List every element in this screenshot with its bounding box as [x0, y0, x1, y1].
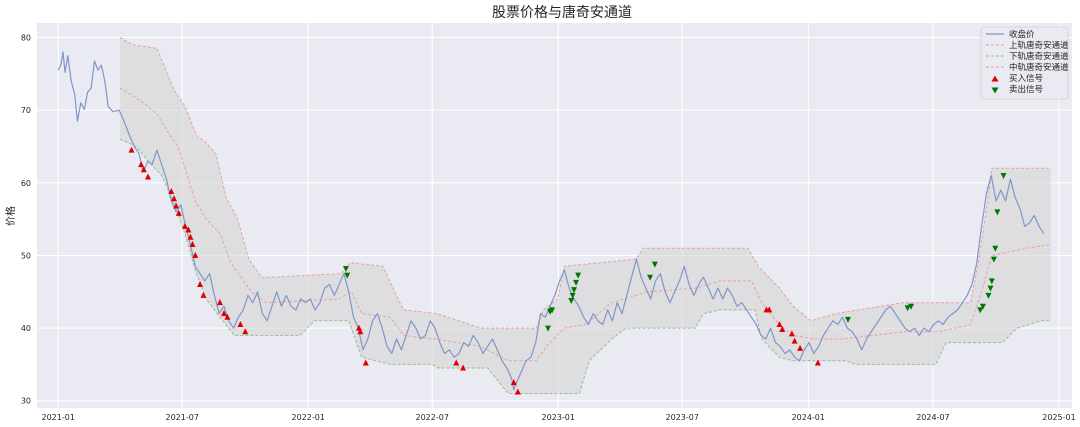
- y-tick-label: 40: [21, 324, 31, 333]
- buy-signal-marker: [173, 202, 180, 209]
- x-tick-label: 2024-01: [792, 413, 825, 422]
- buy-signal-marker: [791, 337, 798, 344]
- close-price-line: [57, 51, 1045, 391]
- buy-signal-marker: [144, 173, 151, 180]
- buy-signal-marker: [514, 388, 521, 395]
- chart-title: 股票价格与唐奇安通道: [492, 4, 632, 21]
- x-tick-label: 2023-01: [542, 413, 575, 422]
- buy-signal-marker: [140, 166, 147, 173]
- buy-signal-marker: [510, 379, 517, 386]
- sell-signal-marker: [977, 307, 984, 314]
- sell-signal-marker: [979, 303, 986, 310]
- channel-band-layer: [119, 37, 1051, 394]
- sell-signal-marker: [988, 278, 995, 285]
- buy-signal-marker: [170, 195, 177, 202]
- buy-signal-marker: [788, 330, 795, 337]
- sell-signal-marker: [1000, 173, 1007, 180]
- x-tick-label: 2022-07: [416, 413, 449, 422]
- legend-label-lower: 下轨唐奇安通道: [1009, 51, 1069, 62]
- buy-signal-marker: [128, 146, 135, 153]
- sell-signal-marker: [573, 279, 580, 286]
- buy-signal-marker: [766, 306, 773, 313]
- sell-signal-marker: [647, 274, 654, 281]
- legend-label-middle: 中轨唐奇安通道: [1009, 62, 1069, 73]
- buy-signal-marker: [237, 320, 244, 327]
- y-tick-label: 80: [21, 34, 31, 43]
- sell-signal-marker: [651, 261, 658, 268]
- x-tick-label: 2021-07: [165, 413, 198, 422]
- y-tick-label: 30: [21, 397, 31, 406]
- buy-signal-marker: [185, 226, 192, 233]
- buy-signal-marker: [197, 281, 204, 288]
- y-tick-label: 50: [21, 251, 31, 260]
- legend-label-buy: 买入信号: [1009, 73, 1043, 84]
- buy-signal-marker: [192, 251, 199, 258]
- legend-label-close: 收盘价: [1009, 29, 1035, 40]
- y-tick-label: 70: [21, 106, 31, 115]
- sell-signal-marker: [571, 287, 578, 294]
- sell-signal-marker: [569, 292, 576, 299]
- buy-signal-marker: [216, 299, 223, 306]
- channel-band: [119, 37, 1051, 394]
- buy-signal-marker: [357, 328, 364, 335]
- x-tick-label: 2023-07: [666, 413, 699, 422]
- buy-signal-marker: [138, 161, 145, 168]
- legend-swatch-buy: [991, 75, 999, 82]
- y-axis-label: 价格: [4, 206, 17, 226]
- signal-marker-layer: [128, 146, 1007, 395]
- buy-signal-marker: [453, 359, 460, 366]
- buy-signal-marker: [175, 209, 182, 216]
- upper-channel-line: [119, 37, 1051, 329]
- sell-signal-marker: [342, 266, 349, 273]
- sell-signal-marker: [544, 325, 551, 332]
- legend-label-sell: 卖出信号: [1009, 84, 1043, 95]
- sell-signal-marker: [904, 305, 911, 312]
- x-tick-label: 2025-01: [1042, 413, 1075, 422]
- legend-swatch-sell: [991, 87, 999, 94]
- buy-signal-marker: [797, 344, 804, 351]
- sell-signal-marker: [992, 245, 999, 252]
- buy-signal-marker: [779, 326, 786, 333]
- buy-signal-marker: [187, 233, 194, 240]
- lower-channel-line: [119, 138, 1051, 394]
- x-axis-ticks: 2021-01 2021-07 2022-01 2022-07 2023-01 2023-…: [42, 413, 1076, 422]
- sell-signal-marker: [987, 285, 994, 292]
- buy-signal-marker: [181, 222, 188, 229]
- buy-signal-marker: [242, 328, 249, 335]
- sell-signal-marker: [845, 316, 852, 323]
- sell-signal-marker: [575, 272, 582, 279]
- chart-legend: 收盘价 上轨唐奇安通道 下轨唐奇安通道 中轨唐奇安通道 买入信号 卖出信号: [980, 26, 1069, 100]
- buy-signal-marker: [362, 359, 369, 366]
- x-tick-label: 2022-01: [292, 413, 325, 422]
- y-tick-label: 60: [21, 179, 31, 188]
- x-tick-label: 2021-01: [42, 413, 75, 422]
- legend-label-upper: 上轨唐奇安通道: [1009, 40, 1069, 51]
- buy-signal-marker: [200, 291, 207, 298]
- buy-signal-marker: [460, 364, 467, 371]
- sell-signal-marker: [344, 272, 351, 279]
- sell-signal-marker: [549, 307, 556, 314]
- buy-signal-marker: [776, 320, 783, 327]
- sell-signal-marker: [994, 209, 1001, 216]
- series-layer: [57, 37, 1051, 394]
- buy-signal-marker: [189, 241, 196, 248]
- sell-signal-marker: [985, 292, 992, 299]
- sell-signal-marker: [568, 297, 575, 304]
- x-tick-label: 2024-07: [916, 413, 949, 422]
- buy-signal-marker: [168, 188, 175, 195]
- buy-signal-marker: [224, 313, 231, 320]
- buy-signal-marker: [220, 310, 227, 317]
- sell-signal-marker: [990, 256, 997, 263]
- y-axis-ticks: 30 40 50 60 70 80: [21, 34, 31, 406]
- buy-signal-marker: [814, 359, 821, 366]
- sell-signal-marker: [908, 303, 915, 310]
